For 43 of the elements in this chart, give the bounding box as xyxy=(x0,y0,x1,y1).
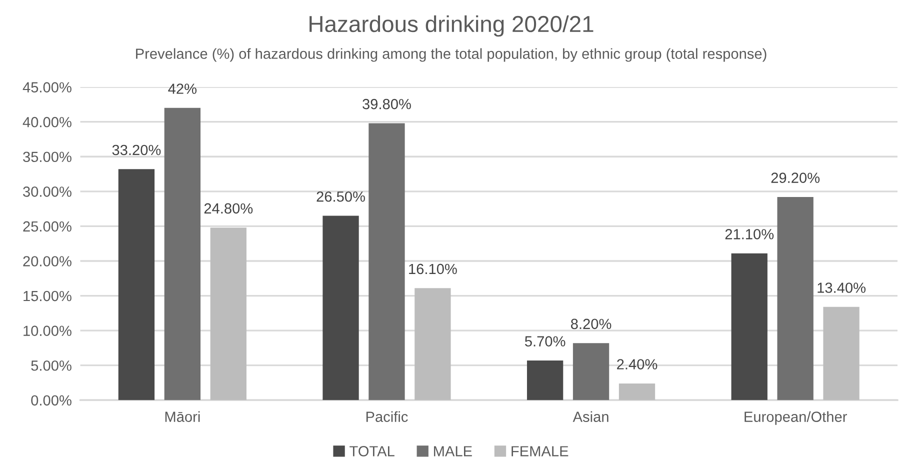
data-label: 5.70% xyxy=(524,336,566,346)
legend-label: FEMALE xyxy=(512,446,568,456)
x-tick-label: European/Other xyxy=(744,411,847,425)
bar xyxy=(572,343,610,400)
data-label: 42% xyxy=(168,84,197,94)
data-label: 21.10% xyxy=(725,229,774,240)
data-label: 29.20% xyxy=(771,172,820,183)
y-tick-label: 10.00% xyxy=(24,326,72,336)
bar xyxy=(118,169,155,400)
y-tick-label: 30.00% xyxy=(23,186,72,197)
y-tick-label: 40.00% xyxy=(22,116,72,128)
chart-subtitle: Prevelance (%) of hazardous drinking among the total population, by ethnic group (total response) xyxy=(136,48,766,62)
bar xyxy=(777,196,814,400)
data-label: 8.20% xyxy=(570,318,612,330)
y-tick-label: 25.00% xyxy=(23,221,72,232)
data-label: 13.40% xyxy=(818,282,866,293)
data-label: 26.50% xyxy=(316,191,365,202)
y-tick-label: 5.00% xyxy=(31,360,72,371)
bar xyxy=(618,383,656,400)
y-tick-label: 15.00% xyxy=(24,290,72,302)
data-label: 16.10% xyxy=(409,264,457,274)
legend-label: MALE xyxy=(434,446,472,456)
legend-label: TOTAL xyxy=(350,446,394,456)
x-tick-label: Pacific xyxy=(366,411,408,422)
data-label: 39.80% xyxy=(362,98,411,110)
bar xyxy=(526,360,564,400)
bar xyxy=(164,108,201,400)
bar xyxy=(322,216,359,400)
y-tick-label: 0.00% xyxy=(31,395,72,406)
y-tick-label: 35.00% xyxy=(23,152,72,162)
bar xyxy=(368,123,405,400)
bar xyxy=(823,306,860,400)
y-tick-label: 20.00% xyxy=(23,256,72,266)
data-label: 24.80% xyxy=(204,203,253,214)
data-label: 33.20% xyxy=(112,144,161,156)
bar xyxy=(731,253,768,400)
x-tick-label: Māori xyxy=(165,411,200,422)
x-tick-label: Asian xyxy=(572,411,608,422)
y-tick-label: 45.00% xyxy=(22,82,72,92)
chart-title: Hazardous drinking 2020/21 xyxy=(310,15,594,37)
bar xyxy=(414,288,451,400)
bar xyxy=(210,228,246,400)
data-label: 2.40% xyxy=(617,359,658,370)
